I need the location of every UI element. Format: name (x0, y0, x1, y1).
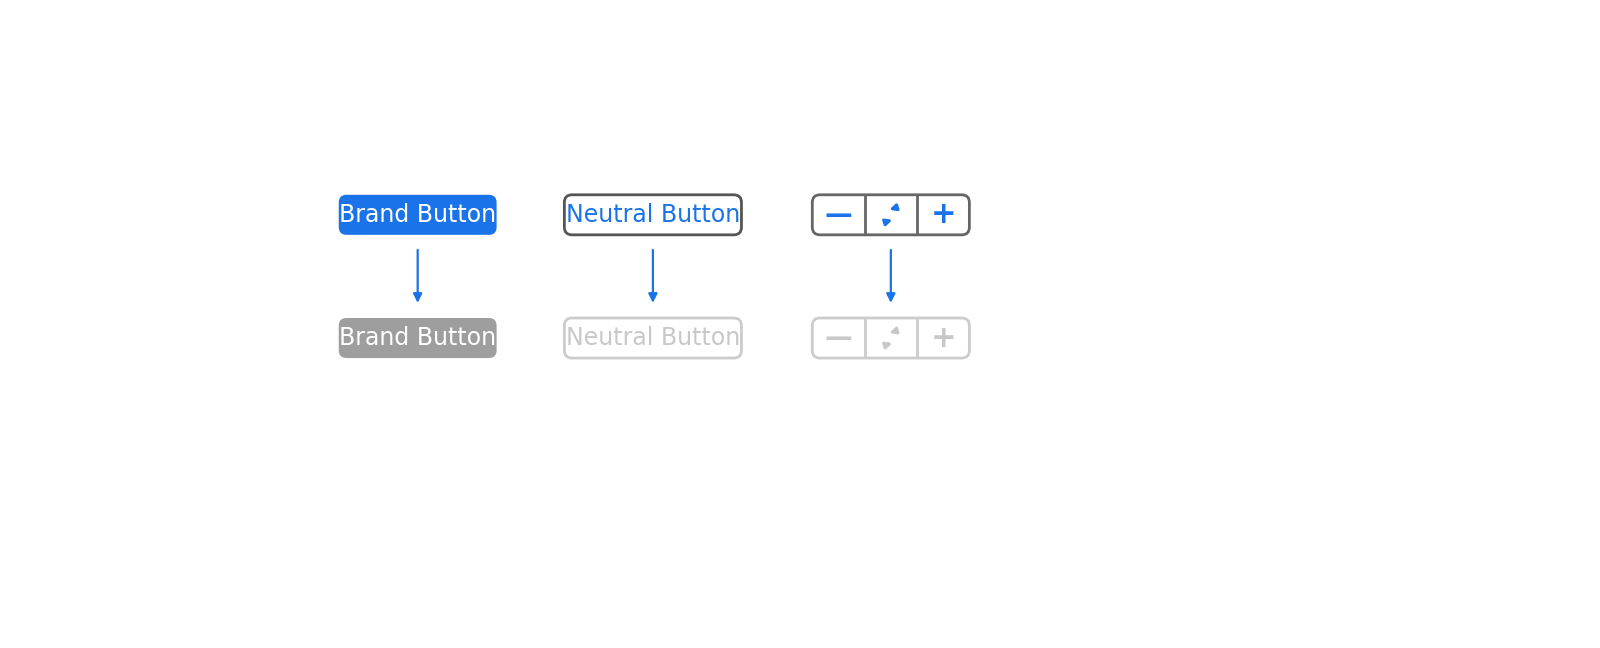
Text: —: — (824, 324, 853, 352)
FancyBboxPatch shape (813, 318, 970, 358)
FancyBboxPatch shape (339, 318, 496, 358)
Text: +: + (930, 200, 957, 229)
Text: Brand Button: Brand Button (339, 203, 496, 227)
FancyBboxPatch shape (813, 195, 970, 235)
Text: —: — (824, 201, 853, 229)
Text: Brand Button: Brand Button (339, 326, 496, 350)
FancyBboxPatch shape (565, 195, 741, 235)
Text: Neutral Button: Neutral Button (566, 203, 741, 227)
Text: +: + (930, 323, 957, 353)
FancyBboxPatch shape (339, 195, 496, 235)
Text: Neutral Button: Neutral Button (566, 326, 741, 350)
FancyBboxPatch shape (565, 318, 741, 358)
